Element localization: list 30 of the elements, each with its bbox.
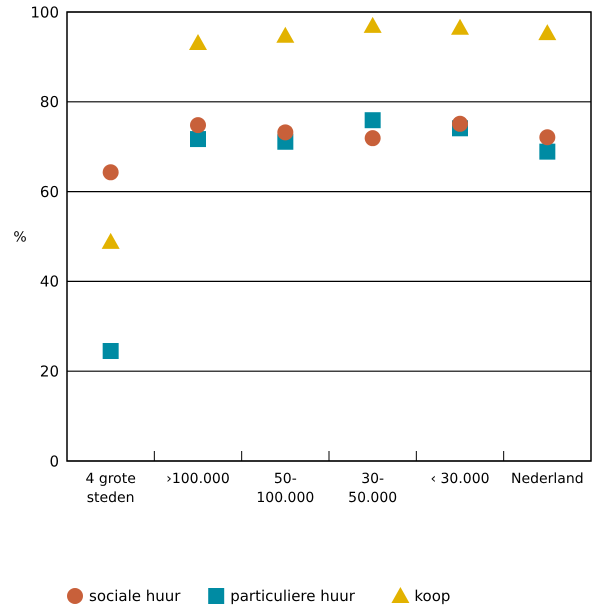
y-axis-title: % [13,229,27,246]
point [277,124,294,140]
y-tick-label: 80 [40,93,59,112]
point [276,26,294,43]
y-tick-label: 100 [30,3,59,22]
point [364,112,381,128]
point [102,164,119,180]
x-tick-label: ›100.000 [166,471,230,487]
legend-label: particuliere huur [230,587,356,605]
x-tick-label: 30-50.000 [348,471,398,506]
point [190,131,206,148]
x-tick-label: Nederland [511,471,584,487]
point [539,129,556,146]
x-tick-label: 4 grote steden [85,471,136,506]
legend-label: sociale huur [89,587,182,605]
point [451,18,469,35]
y-tick-label: 60 [40,182,59,201]
y-tick-label: 20 [40,362,59,380]
point [364,130,381,146]
x-tick-label: 50-100.000 [256,471,314,506]
x-tick-label: ‹ 30.000 [430,471,490,487]
y-tick-label: 0 [49,452,59,470]
point [539,144,556,160]
point [452,116,468,132]
point [189,34,207,50]
point [538,24,556,40]
point [190,117,206,134]
y-tick-label: 40 [40,272,59,291]
point [364,16,382,33]
legend-label: koop [414,587,450,605]
